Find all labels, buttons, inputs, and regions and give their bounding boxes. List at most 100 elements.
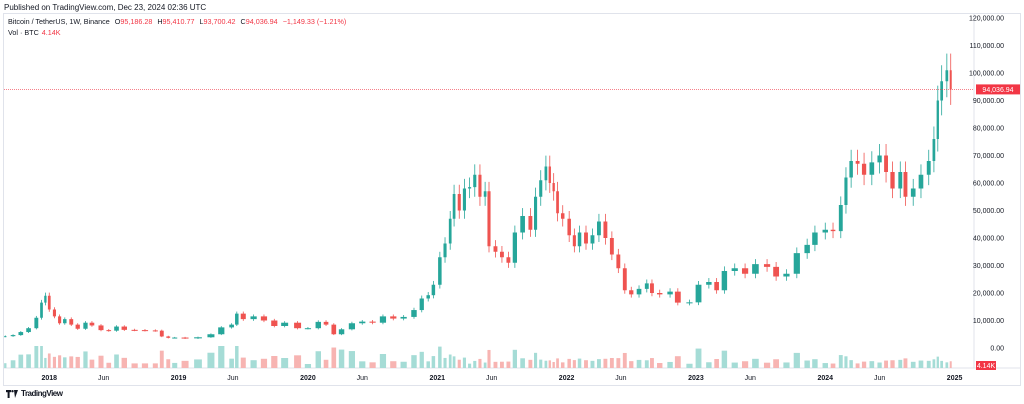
candle-body <box>812 232 818 245</box>
candle-body <box>609 238 614 255</box>
legend-volume-row: Vol · BTC 4.14K <box>8 28 346 39</box>
volume-bar <box>181 360 189 368</box>
candle-body <box>572 235 576 247</box>
candle-body <box>98 325 104 331</box>
candle-body <box>141 330 149 332</box>
candle-body <box>590 235 595 244</box>
volume-bar <box>218 346 225 368</box>
volume-bar <box>271 356 278 368</box>
volume-bar <box>426 361 430 368</box>
volume-bar <box>622 352 627 368</box>
candle-body <box>861 163 867 175</box>
candle-body <box>714 282 719 291</box>
candle-body <box>596 221 601 236</box>
time-tick-label: 2019 <box>171 375 187 382</box>
legend-open-label: O <box>114 17 121 26</box>
candle-body <box>544 166 548 181</box>
volume-bar <box>741 361 749 368</box>
candle-body <box>89 322 95 326</box>
volume-bar <box>379 354 387 368</box>
last-price-label: 94,036.94 <box>982 87 1013 94</box>
candle-body <box>83 322 88 329</box>
candle-body <box>448 218 452 244</box>
volume-bar <box>686 363 693 368</box>
candle-body <box>721 271 728 291</box>
candle-body <box>940 81 944 101</box>
volume-bar <box>338 349 345 368</box>
volume-bar <box>844 356 848 368</box>
volume-bar <box>539 359 543 368</box>
candle-body <box>528 216 533 230</box>
volume-bar <box>830 363 836 368</box>
candle-body <box>271 320 278 326</box>
candle-body <box>849 161 853 178</box>
candle-body <box>539 180 543 197</box>
candle-body <box>181 337 189 339</box>
candle-body <box>235 313 239 325</box>
volume-bar <box>949 361 952 368</box>
volume-bar <box>849 360 853 368</box>
time-tick-label: 2023 <box>688 375 704 382</box>
volume-bar <box>822 363 828 368</box>
legend-symbol[interactable]: Bitcoin / TetherUS, 1W, Binance <box>8 17 110 26</box>
volume-bar <box>281 358 289 368</box>
candle-body <box>877 155 882 163</box>
candle-body <box>369 321 376 323</box>
volume-bar <box>861 361 867 368</box>
volume-bar <box>706 362 712 368</box>
volume-bar <box>457 359 461 368</box>
volume-bar <box>657 363 663 368</box>
candle-body <box>121 326 127 330</box>
volume-bar <box>114 354 119 368</box>
volume-bar <box>369 362 376 368</box>
time-tick-label: Jun <box>615 375 626 382</box>
candle-body <box>567 218 571 236</box>
candle-body <box>506 257 511 263</box>
candle-body <box>869 162 875 175</box>
volume-bar <box>462 357 466 368</box>
candles-group <box>4 53 952 339</box>
time-tick-label: 2024 <box>817 375 833 382</box>
candle-body <box>793 253 800 274</box>
volume-bar <box>69 356 74 368</box>
volume-bar <box>400 361 407 368</box>
candle-body <box>359 321 366 324</box>
candle-body <box>159 330 164 337</box>
candle-body <box>884 155 888 172</box>
candle-body <box>69 319 74 325</box>
volume-bar <box>855 363 860 368</box>
price-tick-label: 100,000.00 <box>969 71 1004 78</box>
legend-volume-label[interactable]: Vol · BTC <box>8 27 39 37</box>
time-tick-label: Jun <box>486 375 497 382</box>
volume-bar <box>590 360 595 368</box>
volume-bar <box>419 351 424 368</box>
candle-body <box>731 268 738 271</box>
candle-body <box>426 295 430 299</box>
volume-bar <box>910 361 916 368</box>
volume-bar <box>890 360 895 368</box>
volume-bar <box>250 360 257 368</box>
candle-body <box>462 188 466 211</box>
volume-bar <box>52 356 56 368</box>
candle-body <box>926 161 931 175</box>
candle-body <box>636 288 642 295</box>
candle-body <box>152 330 158 332</box>
volume-bar <box>714 359 719 368</box>
footer-brand[interactable]: TradingView <box>21 389 63 398</box>
price-tick-label: 10,000.00 <box>973 318 1004 325</box>
volume-bar <box>98 355 104 368</box>
candle-body <box>473 174 477 188</box>
candle-body <box>323 321 329 325</box>
volume-bar <box>528 359 533 368</box>
candle-body <box>44 295 47 303</box>
candle-body <box>34 317 39 329</box>
candle-body <box>932 139 936 161</box>
volume-bar <box>331 347 337 368</box>
volume-bar <box>260 358 268 368</box>
candle-body <box>390 316 397 319</box>
candle-body <box>47 295 51 310</box>
price-tick-label: 20,000.00 <box>973 291 1004 298</box>
volume-bar <box>58 355 62 368</box>
volume-bar <box>443 357 447 368</box>
